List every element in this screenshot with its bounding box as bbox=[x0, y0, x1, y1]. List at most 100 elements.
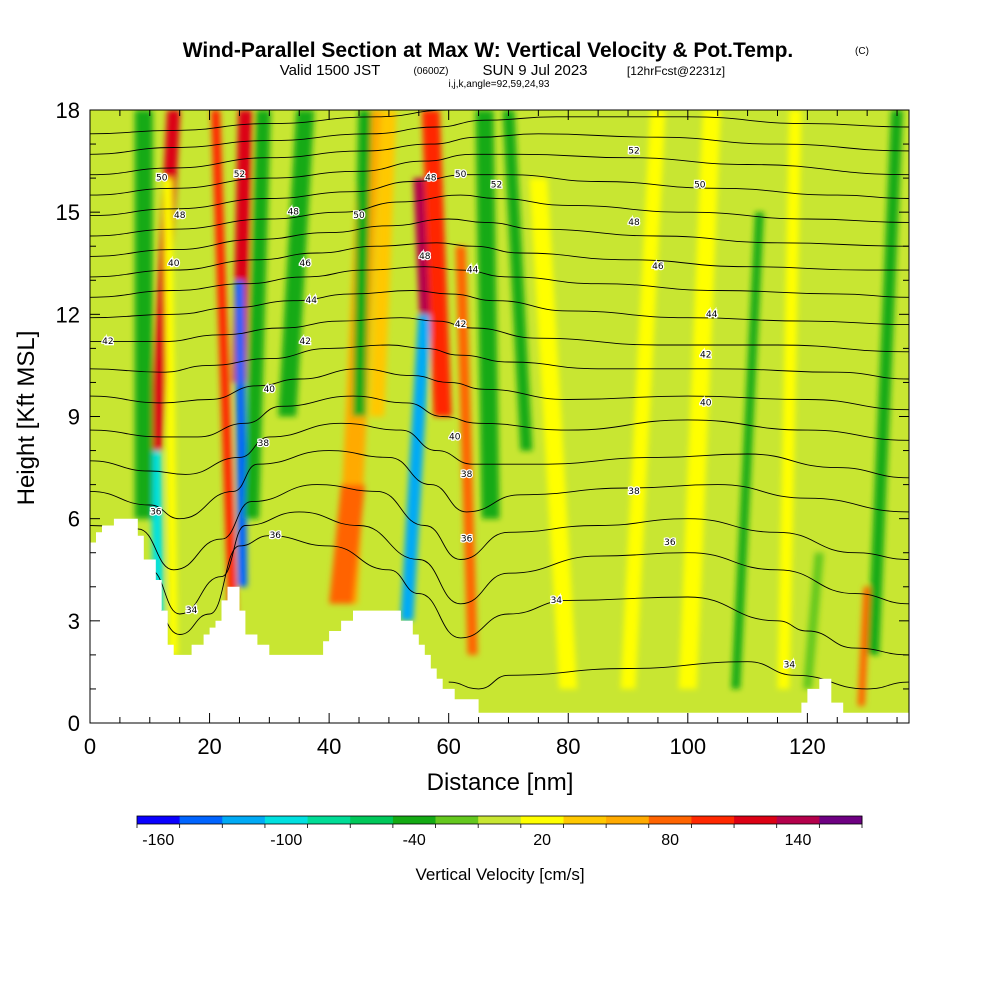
copyright-mark: (C) bbox=[855, 46, 869, 57]
chart-title: Wind-Parallel Section at Max W: Vertical… bbox=[183, 39, 794, 62]
contour-label: 48 bbox=[419, 252, 431, 262]
contour-label: 48 bbox=[425, 174, 437, 184]
contour-label: 36 bbox=[664, 538, 676, 548]
velocity-band bbox=[134, 110, 153, 519]
x-axis-label: Distance [nm] bbox=[427, 769, 574, 796]
contour-label: 50 bbox=[455, 170, 467, 180]
velocity-band bbox=[475, 110, 500, 519]
velocity-band bbox=[163, 178, 178, 655]
contour-label: 36 bbox=[270, 531, 282, 541]
velocity-band bbox=[329, 484, 365, 604]
contour-label: 46 bbox=[299, 259, 311, 269]
isentrope-line bbox=[90, 110, 461, 135]
colorbar-swatch bbox=[435, 816, 479, 824]
velocity-band bbox=[678, 110, 721, 689]
velocity-band bbox=[234, 280, 248, 587]
contour-label: 48 bbox=[288, 208, 300, 218]
isentrope-line bbox=[90, 450, 909, 520]
isentrope-line bbox=[90, 153, 909, 196]
contour-labels: 50 52 48 48 50 48 50 52 52 50 48 46 40 46 48 44 44 44 42 42… bbox=[101, 145, 797, 672]
velocity-band bbox=[529, 178, 578, 689]
colorbar-swatch bbox=[350, 816, 394, 824]
colorbar-label: -100 bbox=[270, 832, 302, 849]
valid-date: SUN 9 Jul 2023 bbox=[482, 62, 587, 79]
contour-label: 40 bbox=[700, 398, 712, 408]
colorbar-label: 20 bbox=[533, 832, 551, 849]
x-tick-label: 80 bbox=[556, 734, 580, 759]
colorbar-swatch bbox=[520, 816, 564, 824]
contour-label: 44 bbox=[305, 296, 317, 306]
colorbar-label: -40 bbox=[403, 832, 426, 849]
y-tick-label: 3 bbox=[68, 609, 80, 634]
y-tick-label: 0 bbox=[68, 711, 80, 736]
colorbar-swatch bbox=[776, 816, 820, 824]
isentrope-line bbox=[90, 511, 909, 615]
velocity-band bbox=[857, 586, 871, 706]
contour-label: 42 bbox=[455, 320, 466, 330]
colorbar-label: -160 bbox=[142, 832, 174, 849]
contour-label: 52 bbox=[628, 146, 639, 156]
isentrope-line bbox=[90, 317, 909, 353]
isentrope-line bbox=[90, 133, 909, 176]
colorbar-label: 80 bbox=[661, 832, 679, 849]
isentrope-line bbox=[90, 266, 909, 298]
colorbar-swatch bbox=[307, 816, 351, 824]
contour-label: 44 bbox=[706, 310, 718, 320]
y-tick-label: 15 bbox=[56, 200, 80, 225]
velocity-band bbox=[455, 246, 478, 655]
colorbar-swatch bbox=[734, 816, 778, 824]
contour-label: 40 bbox=[449, 432, 461, 442]
contour-label: 38 bbox=[461, 470, 473, 480]
x-tick-label: 20 bbox=[197, 734, 221, 759]
colorbar-swatch bbox=[819, 816, 863, 824]
contour-label: 38 bbox=[628, 487, 640, 497]
colorbar-label: 140 bbox=[785, 832, 812, 849]
contour-label: 46 bbox=[652, 262, 664, 272]
colorbar-swatch bbox=[606, 816, 650, 824]
plot-area: 50 52 48 48 50 48 50 52 52 50 48 46 40 46 48 44 44 44 42 42… bbox=[90, 110, 909, 723]
contour-label: 40 bbox=[168, 259, 180, 269]
contour-label: 42 bbox=[299, 337, 310, 347]
contour-label: 50 bbox=[156, 174, 168, 184]
contour-label: 42 bbox=[102, 337, 113, 347]
isentrope-line bbox=[90, 174, 909, 217]
isentrope-line bbox=[90, 194, 909, 237]
contour-label: 48 bbox=[628, 218, 640, 228]
isentrope-line bbox=[90, 242, 909, 278]
colorbar-title: Vertical Velocity [cm/s] bbox=[415, 865, 584, 884]
colorbar-swatch bbox=[478, 816, 522, 824]
velocity-field bbox=[134, 110, 903, 706]
velocity-band bbox=[502, 110, 533, 451]
contour-label: 34 bbox=[551, 596, 563, 606]
isentrope-line bbox=[90, 116, 909, 155]
contour-label: 50 bbox=[694, 180, 706, 190]
isentrope-line bbox=[90, 344, 909, 380]
isentrope-line bbox=[90, 218, 909, 257]
contour-label: 38 bbox=[258, 439, 270, 449]
contour-label: 34 bbox=[784, 661, 796, 671]
contour-label: 36 bbox=[461, 535, 473, 545]
colorbar: -160 -100 -40 20 80 140 bbox=[136, 815, 863, 849]
grid-indices: i,j,k,angle=92,59,24,93 bbox=[449, 79, 550, 90]
terrain-mask bbox=[90, 518, 909, 723]
y-tick-label: 12 bbox=[56, 302, 80, 327]
isentrope-line bbox=[90, 422, 909, 479]
colorbar-frame bbox=[136, 815, 863, 825]
velocity-band bbox=[278, 110, 315, 417]
x-axis: 0 20 40 60 80 100 120 bbox=[84, 110, 898, 759]
velocity-band bbox=[620, 110, 666, 689]
colorbar-swatch bbox=[648, 816, 692, 824]
colorbar-swatch bbox=[563, 816, 607, 824]
isentrope-line bbox=[90, 395, 909, 441]
isentrope-line bbox=[448, 661, 909, 690]
y-tick-label: 6 bbox=[68, 507, 80, 532]
velocity-band bbox=[802, 552, 824, 689]
contour-label: 36 bbox=[150, 507, 162, 517]
velocity-band bbox=[243, 110, 271, 519]
contour-label: 48 bbox=[174, 211, 186, 221]
contour-label: 40 bbox=[264, 385, 276, 395]
contour-label: 50 bbox=[353, 211, 365, 221]
y-tick-label: 18 bbox=[56, 98, 80, 123]
